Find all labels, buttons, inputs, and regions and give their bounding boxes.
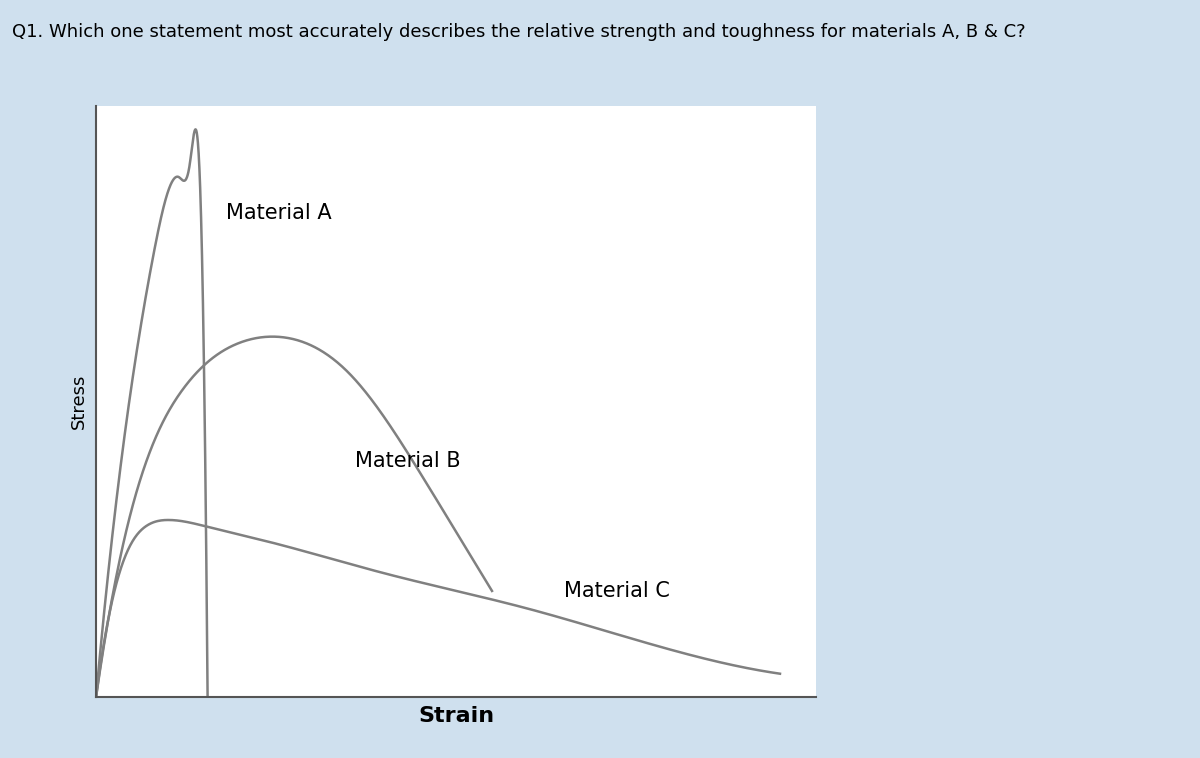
Text: Material C: Material C [564, 581, 670, 601]
Text: Material A: Material A [226, 202, 331, 223]
Text: Material B: Material B [355, 451, 461, 471]
Text: Q1. Which one statement most accurately describes the relative strength and toug: Q1. Which one statement most accurately … [12, 23, 1026, 41]
X-axis label: Strain: Strain [418, 706, 494, 725]
Y-axis label: Stress: Stress [70, 374, 88, 430]
